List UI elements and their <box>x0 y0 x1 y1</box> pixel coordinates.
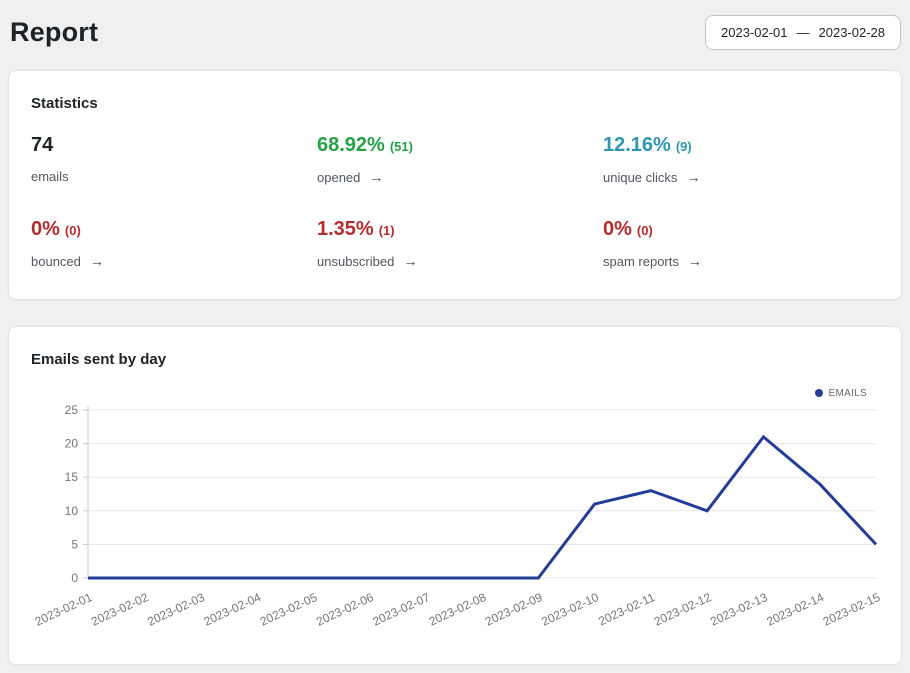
metric-link-unsubscribed[interactable]: unsubscribed → <box>317 253 593 269</box>
line-chart: 0 5 10 15 20 25 2023-02-01 2023-02-02 2023-02-03… <box>31 402 883 646</box>
chart-legend: EMAILS <box>31 386 867 400</box>
svg-text:2023-02-11: 2023-02-11 <box>596 590 657 628</box>
svg-text:2023-02-10: 2023-02-10 <box>539 590 601 629</box>
metric-spam-reports: 0% (0) spam reports → <box>603 218 879 269</box>
page-title: Report <box>10 17 99 47</box>
metric-value: 0% <box>31 218 60 240</box>
metric-unsubscribed: 1.35% (1) unsubscribed → <box>317 218 593 269</box>
svg-text:2023-02-02: 2023-02-02 <box>89 590 151 629</box>
metric-label[interactable]: opened <box>317 169 361 185</box>
metric-link-unique-clicks[interactable]: unique clicks → <box>603 169 879 185</box>
svg-text:2023-02-12: 2023-02-12 <box>652 590 714 629</box>
svg-text:2023-02-03: 2023-02-03 <box>145 590 207 629</box>
metric-label[interactable]: unsubscribed <box>317 253 395 269</box>
svg-text:2023-02-04: 2023-02-04 <box>202 590 264 629</box>
svg-text:5: 5 <box>71 537 78 551</box>
metric-label[interactable]: bounced <box>31 253 81 269</box>
metrics-grid: 74 emails 68.92% (51) opened → 12.16% (9) u… <box>31 134 879 269</box>
date-to[interactable]: 2023-02-28 <box>818 25 886 40</box>
metric-label[interactable]: spam reports <box>603 253 679 269</box>
metric-opened: 68.92% (51) opened → <box>317 134 593 185</box>
arrow-right-icon: → <box>369 169 384 185</box>
chart-heading: Emails sent by day <box>31 351 167 368</box>
metric-link-opened[interactable]: opened → <box>317 169 593 185</box>
svg-text:15: 15 <box>65 470 79 484</box>
metric-value: 12.16% <box>603 134 671 156</box>
metric-link-bounced[interactable]: bounced → <box>31 253 307 269</box>
metric-value: 0% <box>603 218 632 240</box>
svg-text:2023-02-14: 2023-02-14 <box>764 590 826 629</box>
svg-text:20: 20 <box>65 437 79 451</box>
statistics-heading: Statistics <box>31 95 98 112</box>
date-separator-icon: — <box>796 25 810 40</box>
date-from[interactable]: 2023-02-01 <box>721 25 788 40</box>
metric-value: 74 <box>31 134 54 156</box>
metric-count: (0) <box>64 223 81 238</box>
metric-count: (9) <box>675 139 692 154</box>
svg-text:2023-02-05: 2023-02-05 <box>258 590 320 629</box>
metric-link-spam-reports[interactable]: spam reports → <box>603 253 879 269</box>
metric-unique-clicks: 12.16% (9) unique clicks → <box>603 134 879 185</box>
page-header: Report 2023-02-01 — 2023-02-28 <box>0 0 910 56</box>
metric-bounced: 0% (0) bounced → <box>31 218 307 269</box>
svg-text:2023-02-15: 2023-02-15 <box>821 590 883 629</box>
svg-text:10: 10 <box>65 504 79 518</box>
arrow-right-icon: → <box>687 253 702 269</box>
svg-text:2023-02-01: 2023-02-01 <box>33 590 95 629</box>
metric-count: (0) <box>636 223 653 238</box>
arrow-right-icon: → <box>686 169 701 185</box>
legend-dot-icon <box>814 389 823 397</box>
svg-text:2023-02-06: 2023-02-06 <box>314 590 376 629</box>
emails-by-day-card: Emails sent by day EMAILS 0 5 10 15 20 25 2023… <box>8 326 902 665</box>
legend-label: EMAILS <box>828 387 867 399</box>
metric-count: (51) <box>389 139 413 154</box>
arrow-right-icon: → <box>89 253 104 269</box>
metric-count: (1) <box>378 223 395 238</box>
metric-label: emails <box>31 169 69 184</box>
svg-text:2023-02-07: 2023-02-07 <box>370 590 432 629</box>
arrow-right-icon: → <box>403 253 418 269</box>
metric-label[interactable]: unique clicks <box>603 169 678 185</box>
svg-text:2023-02-08: 2023-02-08 <box>427 590 489 629</box>
metric-value: 1.35% <box>317 218 374 240</box>
svg-text:2023-02-09: 2023-02-09 <box>483 590 545 629</box>
svg-text:25: 25 <box>65 403 79 417</box>
metric-emails: 74 emails <box>31 134 307 185</box>
statistics-card: Statistics 74 emails 68.92% (51) opened → … <box>8 70 902 300</box>
date-range-picker[interactable]: 2023-02-01 — 2023-02-28 <box>705 15 901 50</box>
svg-text:0: 0 <box>71 571 78 585</box>
svg-text:2023-02-13: 2023-02-13 <box>708 590 770 629</box>
metric-value: 68.92% <box>317 134 385 156</box>
